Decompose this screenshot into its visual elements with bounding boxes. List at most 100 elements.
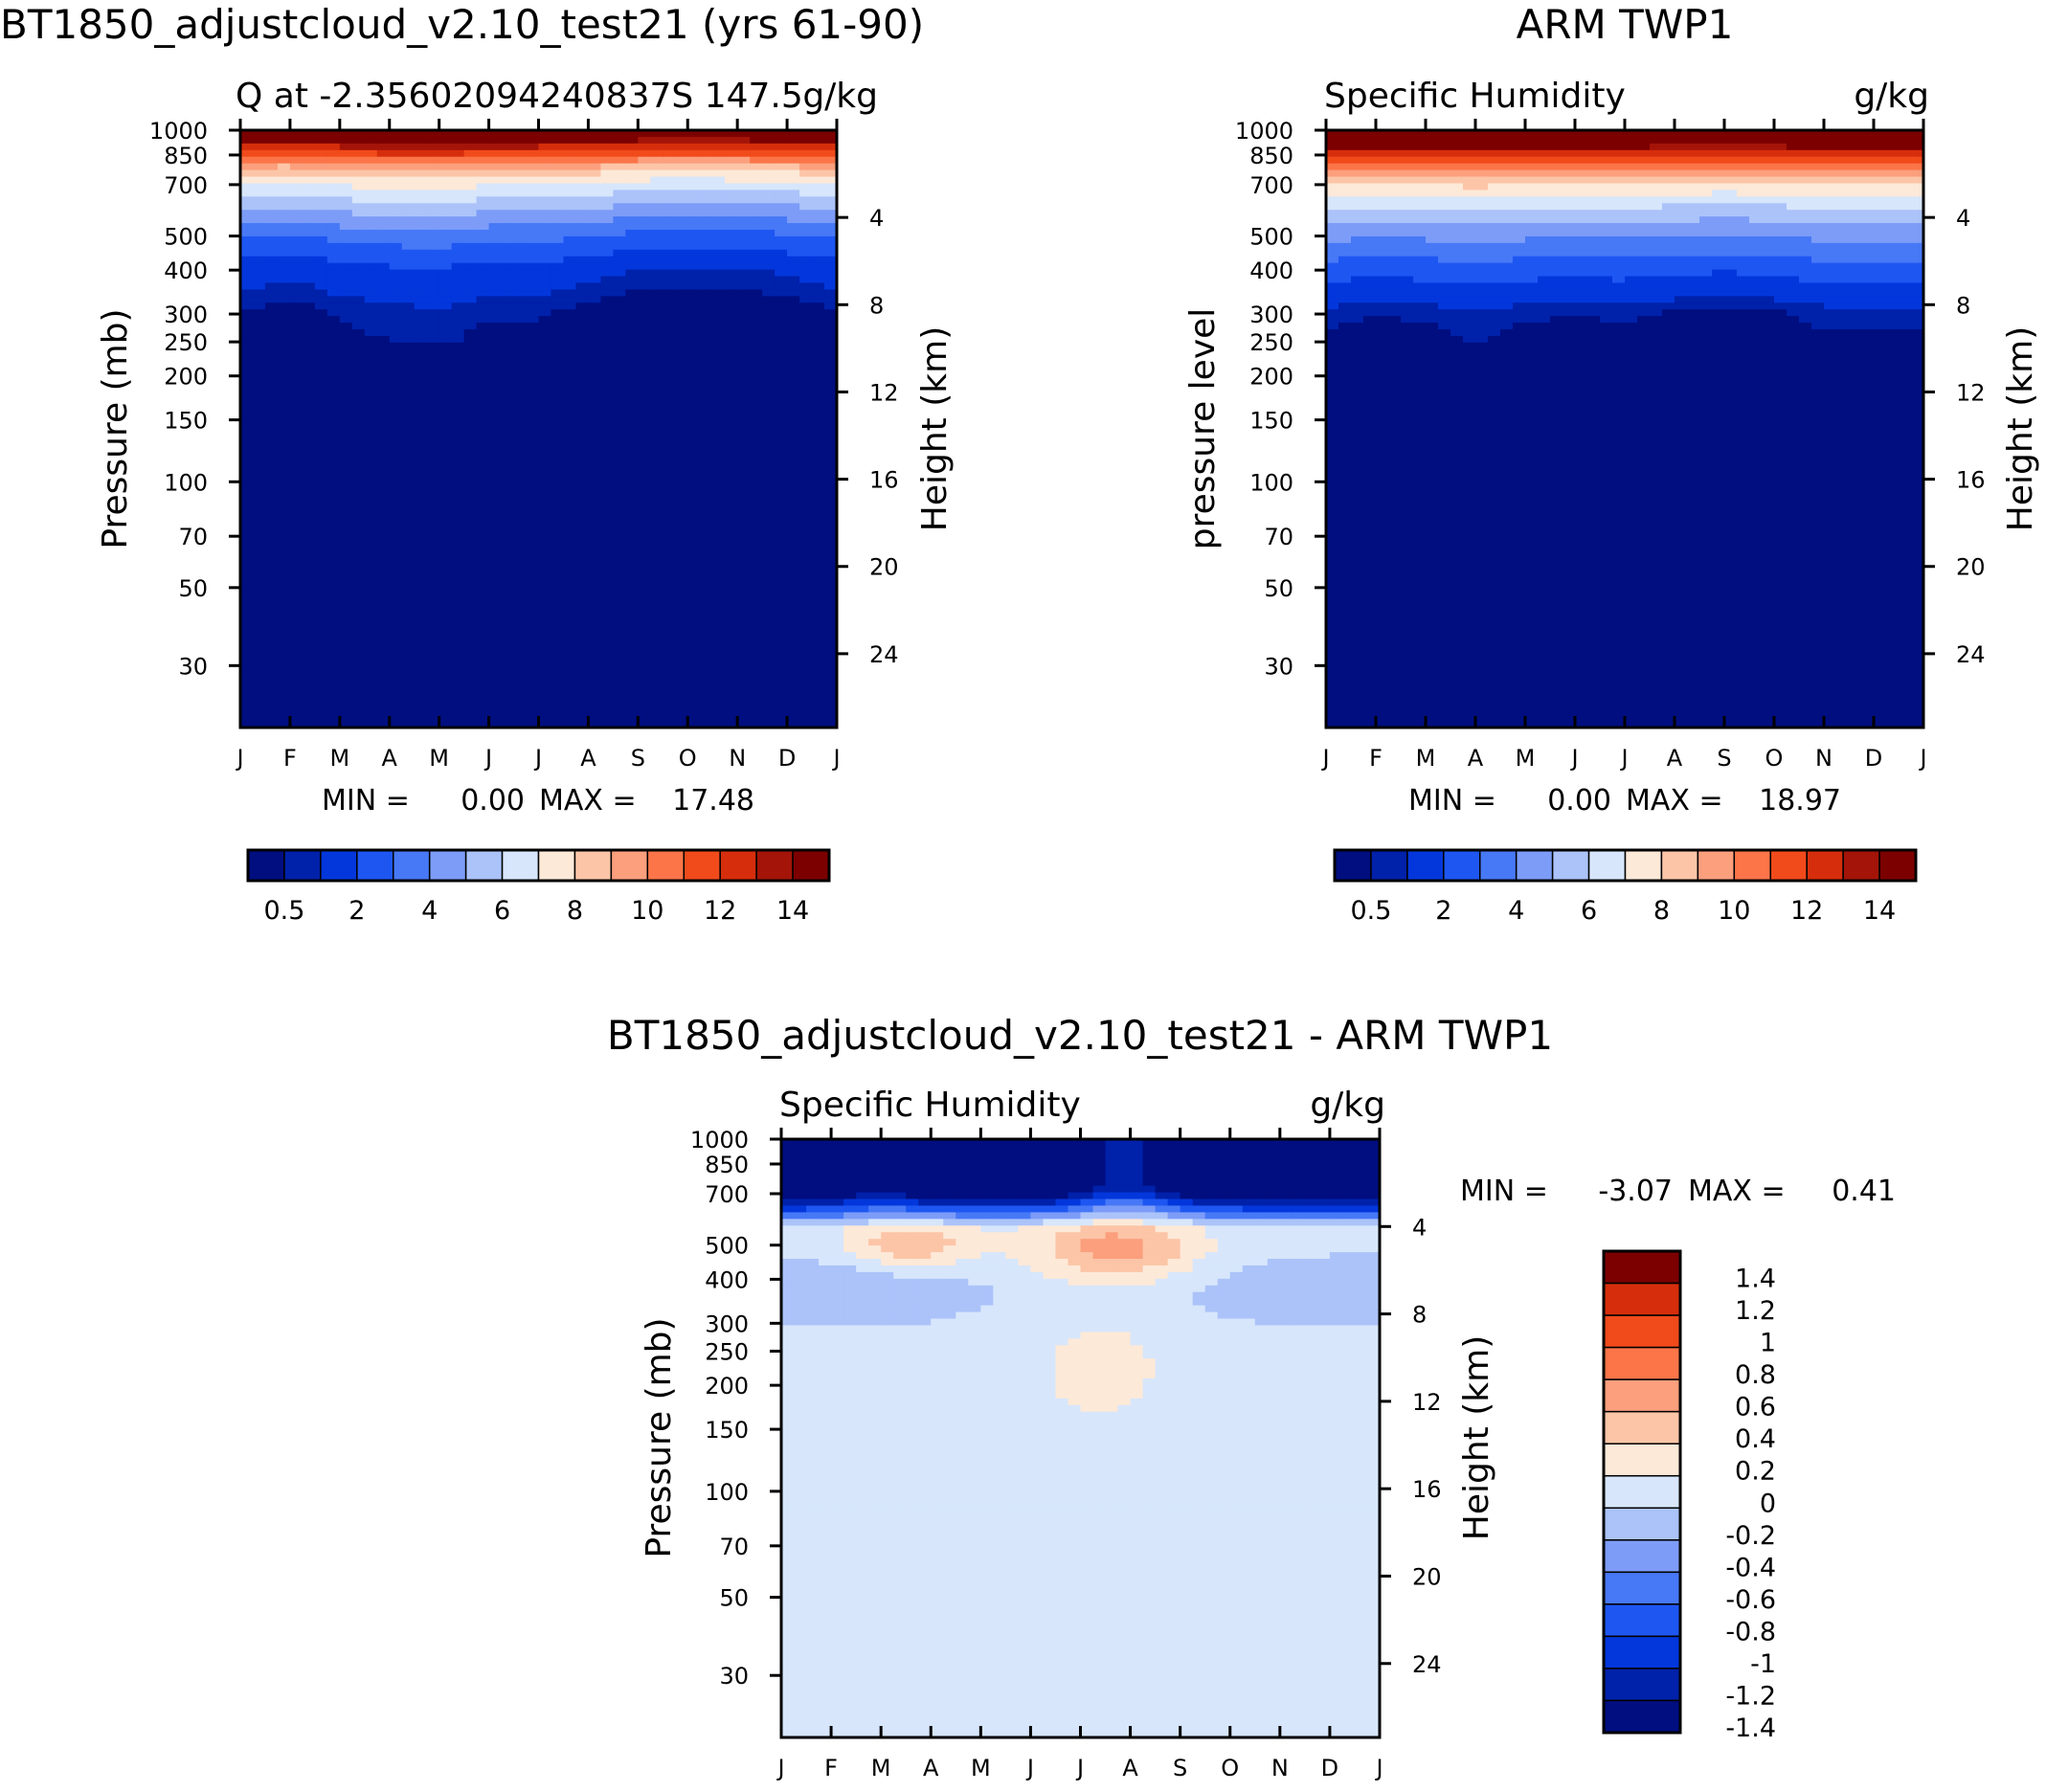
contour-cell — [351, 289, 366, 298]
contour-cell — [252, 468, 266, 477]
contour-cell — [1326, 190, 1339, 198]
contour-cell — [289, 242, 304, 251]
contour-cell — [314, 369, 328, 377]
contour-cell — [1376, 674, 1389, 683]
contour-cell — [538, 415, 552, 423]
contour-cell — [750, 223, 763, 231]
contour-cell — [488, 269, 503, 278]
contour-cell — [376, 136, 391, 145]
contour-cell — [1363, 574, 1377, 583]
contour-cell — [588, 316, 602, 324]
contour-cell — [314, 435, 328, 443]
contour-cell — [314, 647, 328, 656]
contour-cell — [314, 574, 328, 583]
panel-model-title: BT1850_adjustcloud_v2.10_test21 (yrs 61-… — [0, 1, 924, 48]
contour-cell — [737, 409, 751, 416]
contour-cell — [264, 594, 279, 602]
contour-cell — [575, 714, 590, 722]
contour-cell — [264, 495, 279, 503]
contour-cell — [737, 721, 751, 728]
contour-cell — [712, 296, 726, 303]
contour-cell — [302, 196, 316, 204]
contour-cell — [389, 415, 403, 423]
contour-cell — [277, 422, 291, 430]
contour-cell — [799, 329, 813, 337]
contour-cell — [1376, 409, 1389, 416]
contour-cell — [376, 382, 391, 391]
contour-cell — [252, 568, 266, 576]
contour-cell — [1326, 262, 1339, 271]
contour-cell — [364, 721, 378, 728]
contour-cell — [625, 276, 640, 284]
contour-cell — [588, 714, 602, 722]
contour-cell — [240, 495, 254, 503]
contour-cell — [687, 667, 701, 676]
contour-cell — [600, 621, 615, 629]
contour-cell — [252, 640, 266, 649]
contour-cell — [600, 634, 615, 642]
contour-cell — [638, 707, 652, 715]
contour-cell — [277, 522, 291, 529]
contour-cell — [538, 694, 552, 702]
contour-cell — [1376, 594, 1389, 602]
contour-cell — [414, 661, 428, 669]
contour-cell — [725, 163, 738, 171]
contour-cell — [264, 687, 279, 696]
contour-cell — [787, 223, 800, 231]
contour-cell — [314, 468, 328, 477]
contour-cell — [240, 615, 254, 622]
contour-cell — [787, 594, 800, 602]
contour-cell — [351, 256, 366, 264]
contour-cell — [1388, 548, 1402, 556]
contour-cell — [264, 316, 279, 324]
contour-cell — [314, 216, 328, 224]
contour-cell — [401, 461, 416, 470]
contour-cell — [663, 149, 676, 158]
contour-cell — [700, 522, 713, 529]
contour-cell — [451, 262, 465, 271]
contour-cell — [799, 223, 813, 231]
contour-cell — [488, 482, 503, 490]
contour-cell — [663, 296, 676, 303]
contour-cell — [551, 615, 565, 622]
contour-cell — [488, 249, 503, 258]
contour-cell — [588, 149, 602, 158]
contour-cell — [687, 707, 701, 715]
contour-cell — [376, 302, 391, 310]
contour-cell — [414, 348, 428, 357]
contour-cell — [551, 402, 565, 410]
contour-cell — [339, 369, 353, 377]
contour-cell — [663, 568, 676, 576]
contour-cell — [252, 541, 266, 549]
contour-cell — [750, 468, 763, 477]
contour-cell — [1388, 608, 1402, 616]
contour-cell — [526, 190, 540, 198]
colorbar-swatch — [683, 849, 721, 882]
contour-cell — [326, 455, 341, 463]
contour-cell — [501, 143, 515, 151]
contour-cell — [289, 269, 304, 278]
contour-cell — [414, 621, 428, 629]
contour-cell — [551, 534, 565, 543]
contour-cell — [339, 654, 353, 662]
contour-cell — [401, 714, 416, 722]
contour-cell — [675, 276, 688, 284]
contour-cell — [675, 435, 688, 443]
contour-cell — [600, 176, 615, 185]
contour-cell — [663, 196, 676, 204]
contour-cell — [314, 210, 328, 217]
contour-cell — [426, 522, 440, 529]
contour-cell — [438, 402, 453, 410]
contour-cell — [240, 475, 254, 483]
contour-cell — [302, 594, 316, 602]
contour-cell — [277, 561, 291, 570]
contour-cell — [663, 395, 676, 403]
contour-cell — [563, 163, 577, 171]
contour-cell — [351, 210, 366, 217]
contour-cell — [775, 190, 788, 198]
contour-cell — [687, 276, 701, 284]
contour-cell — [364, 183, 378, 191]
contour-cell — [438, 230, 453, 237]
contour-cell — [700, 568, 713, 576]
contour-cell — [414, 289, 428, 298]
